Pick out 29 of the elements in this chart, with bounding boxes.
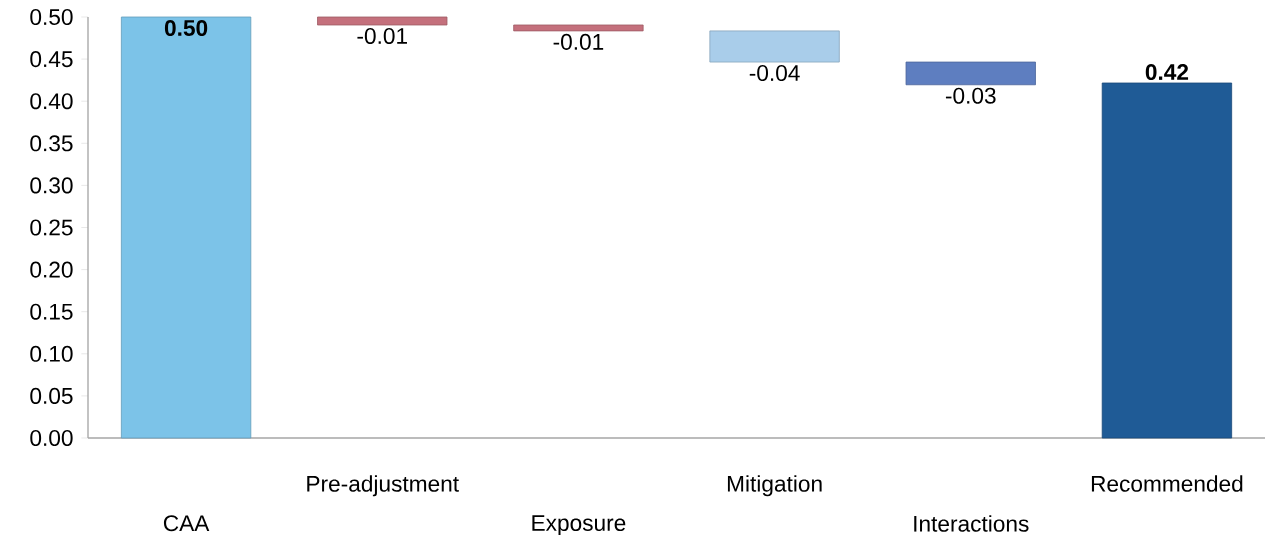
data-label: 0.42 (1145, 64, 1189, 81)
data-label: -0.04 (749, 64, 800, 82)
bar (709, 30, 840, 63)
y-tick-label: 0.25 (30, 219, 73, 236)
y-tick-label: 0.00 (30, 429, 73, 447)
y-tick-label: 0.35 (30, 135, 73, 152)
y-tick-label: 0.30 (30, 177, 73, 194)
y-tick-label: 0.20 (30, 261, 73, 278)
y-tick-label: 0.45 (30, 51, 73, 68)
data-label: 0.50 (164, 19, 208, 36)
data-label: -0.01 (357, 27, 407, 44)
bar (120, 16, 252, 439)
data-label: -0.03 (945, 87, 996, 104)
bar (1101, 82, 1233, 439)
bar (317, 16, 448, 26)
y-tick-label: 0.15 (30, 303, 73, 320)
y-tick-label: 0.05 (30, 387, 73, 404)
y-tick-label: 0.50 (30, 8, 73, 26)
data-label: -0.01 (553, 33, 604, 50)
x-tick-label: Mitigation (727, 475, 822, 497)
x-tick-label: Exposure (532, 515, 626, 535)
x-tick-label: Interactions (914, 515, 1029, 532)
bar (513, 24, 644, 32)
x-tick-label: CAA (163, 515, 210, 532)
y-tick-label: 0.40 (30, 93, 73, 110)
x-tick-label: Pre-adjustment (307, 475, 459, 497)
bar (905, 61, 1036, 86)
x-tick-label: Recommended (1091, 475, 1243, 492)
y-tick-label: 0.10 (30, 345, 73, 362)
